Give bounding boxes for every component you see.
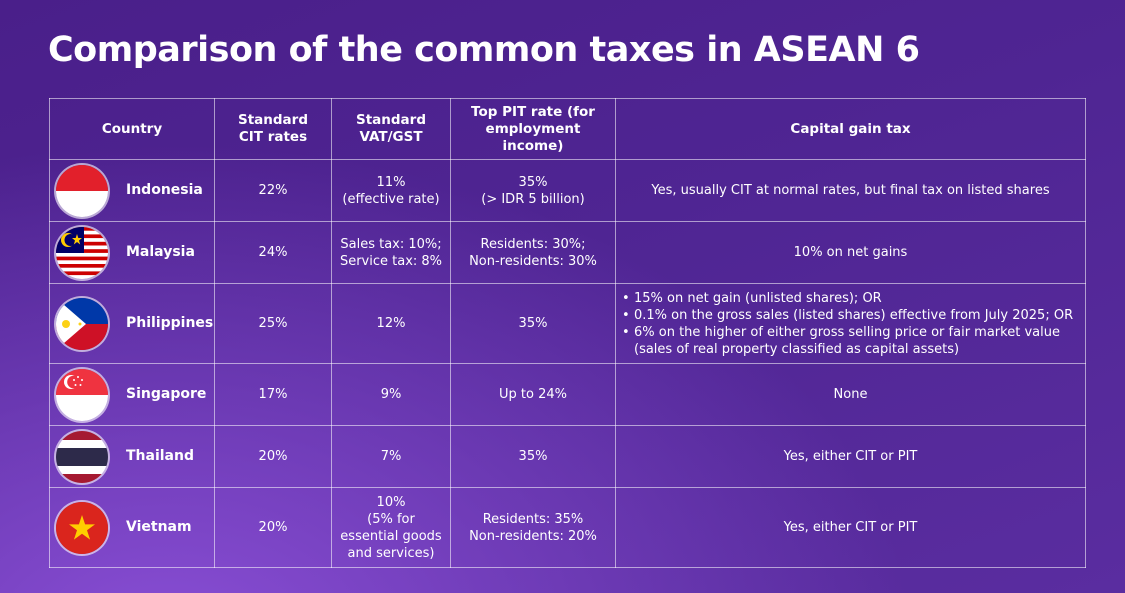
- vietnam-flag-icon: [56, 501, 108, 554]
- vat-line: 11%: [376, 174, 406, 190]
- country-cell: Indonesia: [49, 159, 215, 222]
- country-name: Philippines: [126, 315, 214, 331]
- cit-cell: 20%: [214, 425, 332, 488]
- pit-line: Non-residents: 20%: [469, 528, 597, 544]
- pit-cell: Up to 24%: [450, 363, 616, 426]
- cit-cell: 17%: [214, 363, 332, 426]
- cit-cell: 25%: [214, 283, 332, 364]
- cit-cell: 22%: [214, 159, 332, 222]
- cgt-bullet: 6% on the higher of either gross selling…: [622, 324, 1081, 341]
- pit-cell: Residents: 30%; Non-residents: 30%: [450, 221, 616, 284]
- vat-cell: 7%: [331, 425, 451, 488]
- cgt-bullet-list: 15% on net gain (unlisted shares); OR 0.…: [622, 290, 1081, 341]
- table-row: Singapore 17% 9% Up to 24% None: [49, 363, 1086, 426]
- page-title: Comparison of the common taxes in ASEAN …: [48, 30, 920, 70]
- vat-cell: 12%: [331, 283, 451, 364]
- header-country: Country: [49, 98, 215, 160]
- country-cell: Thailand: [49, 425, 215, 488]
- country-name: Malaysia: [126, 244, 195, 260]
- vat-cell: Sales tax: 10%; Service tax: 8%: [331, 221, 451, 284]
- cgt-cell: None: [615, 363, 1086, 426]
- vat-line: Service tax: 8%: [339, 253, 443, 269]
- country-cell: Singapore: [49, 363, 215, 426]
- pit-cell: 35% (> IDR 5 billion): [450, 159, 616, 222]
- indonesia-flag-icon: [56, 164, 108, 217]
- pit-line: Residents: 35%: [482, 511, 584, 527]
- cit-cell: 24%: [214, 221, 332, 284]
- country-name: Vietnam: [126, 519, 192, 535]
- philippines-flag-icon: [56, 297, 108, 350]
- pit-cell: Residents: 35% Non-residents: 20%: [450, 487, 616, 568]
- header-cit: Standard CIT rates: [214, 98, 332, 160]
- table-header-row: Country Standard CIT rates Standard VAT/…: [49, 98, 1086, 160]
- vat-line: (5% for: [367, 511, 415, 527]
- country-name: Singapore: [126, 386, 207, 402]
- table-row: Thailand 20% 7% 35% Yes, either CIT or P…: [49, 425, 1086, 488]
- cgt-cell: 15% on net gain (unlisted shares); OR 0.…: [615, 283, 1086, 364]
- pit-cell: 35%: [450, 425, 616, 488]
- vat-cell: 11% (effective rate): [331, 159, 451, 222]
- vat-line: essential goods: [340, 528, 442, 544]
- table-row: Philippines 25% 12% 35% 15% on net gain …: [49, 283, 1086, 364]
- cgt-cell: Yes, either CIT or PIT: [615, 425, 1086, 488]
- country-name: Thailand: [126, 448, 194, 464]
- table-row: Malaysia 24% Sales tax: 10%; Service tax…: [49, 221, 1086, 284]
- cgt-bullet: 15% on net gain (unlisted shares); OR: [622, 290, 1081, 307]
- vat-cell: 9%: [331, 363, 451, 426]
- thailand-flag-icon: [56, 430, 108, 483]
- vat-line: Sales tax: 10%;: [340, 236, 442, 252]
- cgt-cell: 10% on net gains: [615, 221, 1086, 284]
- pit-line: (> IDR 5 billion): [481, 191, 585, 207]
- cit-cell: 20%: [214, 487, 332, 568]
- singapore-flag-icon: [56, 368, 108, 421]
- country-cell: Vietnam: [49, 487, 215, 568]
- header-pit: Top PIT rate (for employment income): [450, 98, 616, 160]
- header-vat: Standard VAT/GST: [331, 98, 451, 160]
- country-cell: Philippines: [49, 283, 215, 364]
- cgt-continuation: (sales of real property classified as ca…: [634, 341, 960, 357]
- pit-line: 35%: [518, 174, 548, 190]
- country-cell: Malaysia: [49, 221, 215, 284]
- pit-line: Non-residents: 30%: [469, 253, 597, 269]
- cgt-bullet: 0.1% on the gross sales (listed shares) …: [622, 307, 1081, 324]
- cgt-cell: Yes, usually CIT at normal rates, but fi…: [615, 159, 1086, 222]
- pit-line: Residents: 30%;: [480, 236, 586, 252]
- tax-comparison-table: Country Standard CIT rates Standard VAT/…: [49, 98, 1086, 568]
- table-row: Indonesia 22% 11% (effective rate) 35% (…: [49, 159, 1086, 222]
- header-cgt: Capital gain tax: [615, 98, 1086, 160]
- vat-line: and services): [347, 545, 435, 561]
- vat-line: (effective rate): [342, 191, 440, 207]
- table-row: Vietnam 20% 10% (5% for essential goods …: [49, 487, 1086, 568]
- vat-line: 10%: [376, 494, 406, 510]
- vat-cell: 10% (5% for essential goods and services…: [331, 487, 451, 568]
- cgt-cell: Yes, either CIT or PIT: [615, 487, 1086, 568]
- malaysia-flag-icon: [56, 226, 108, 279]
- country-name: Indonesia: [126, 182, 203, 198]
- pit-cell: 35%: [450, 283, 616, 364]
